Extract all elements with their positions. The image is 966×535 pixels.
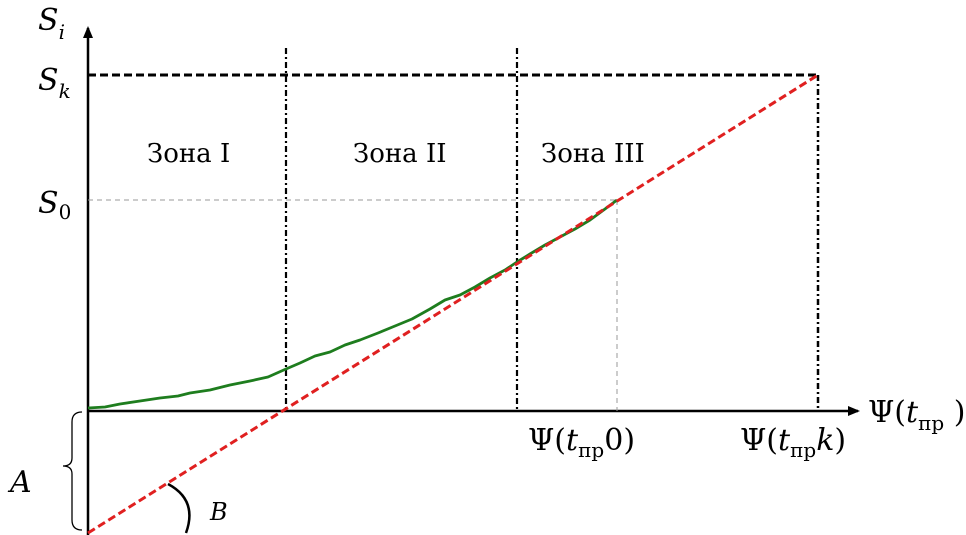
- measured-curve: [87, 198, 618, 410]
- angle-label: B: [209, 498, 228, 526]
- zone-label-3: Зона III: [541, 139, 645, 169]
- intercept-label: A: [7, 465, 32, 500]
- x-axis-label: Ψ(tпр ): [868, 395, 965, 435]
- y-tick-sk: Sk: [38, 63, 71, 103]
- zone-label-1: Зона I: [147, 139, 230, 169]
- angle-arc: [167, 482, 191, 534]
- x-tick-t0: Ψ(tпр0): [528, 423, 635, 462]
- y-tick-s0: S0: [38, 186, 71, 224]
- intercept-brace: [62, 411, 83, 531]
- y-axis-label: Si: [38, 3, 65, 44]
- zone-label-2: Зона II: [353, 139, 447, 169]
- x-tick-tk: Ψ(tпрk): [740, 423, 846, 462]
